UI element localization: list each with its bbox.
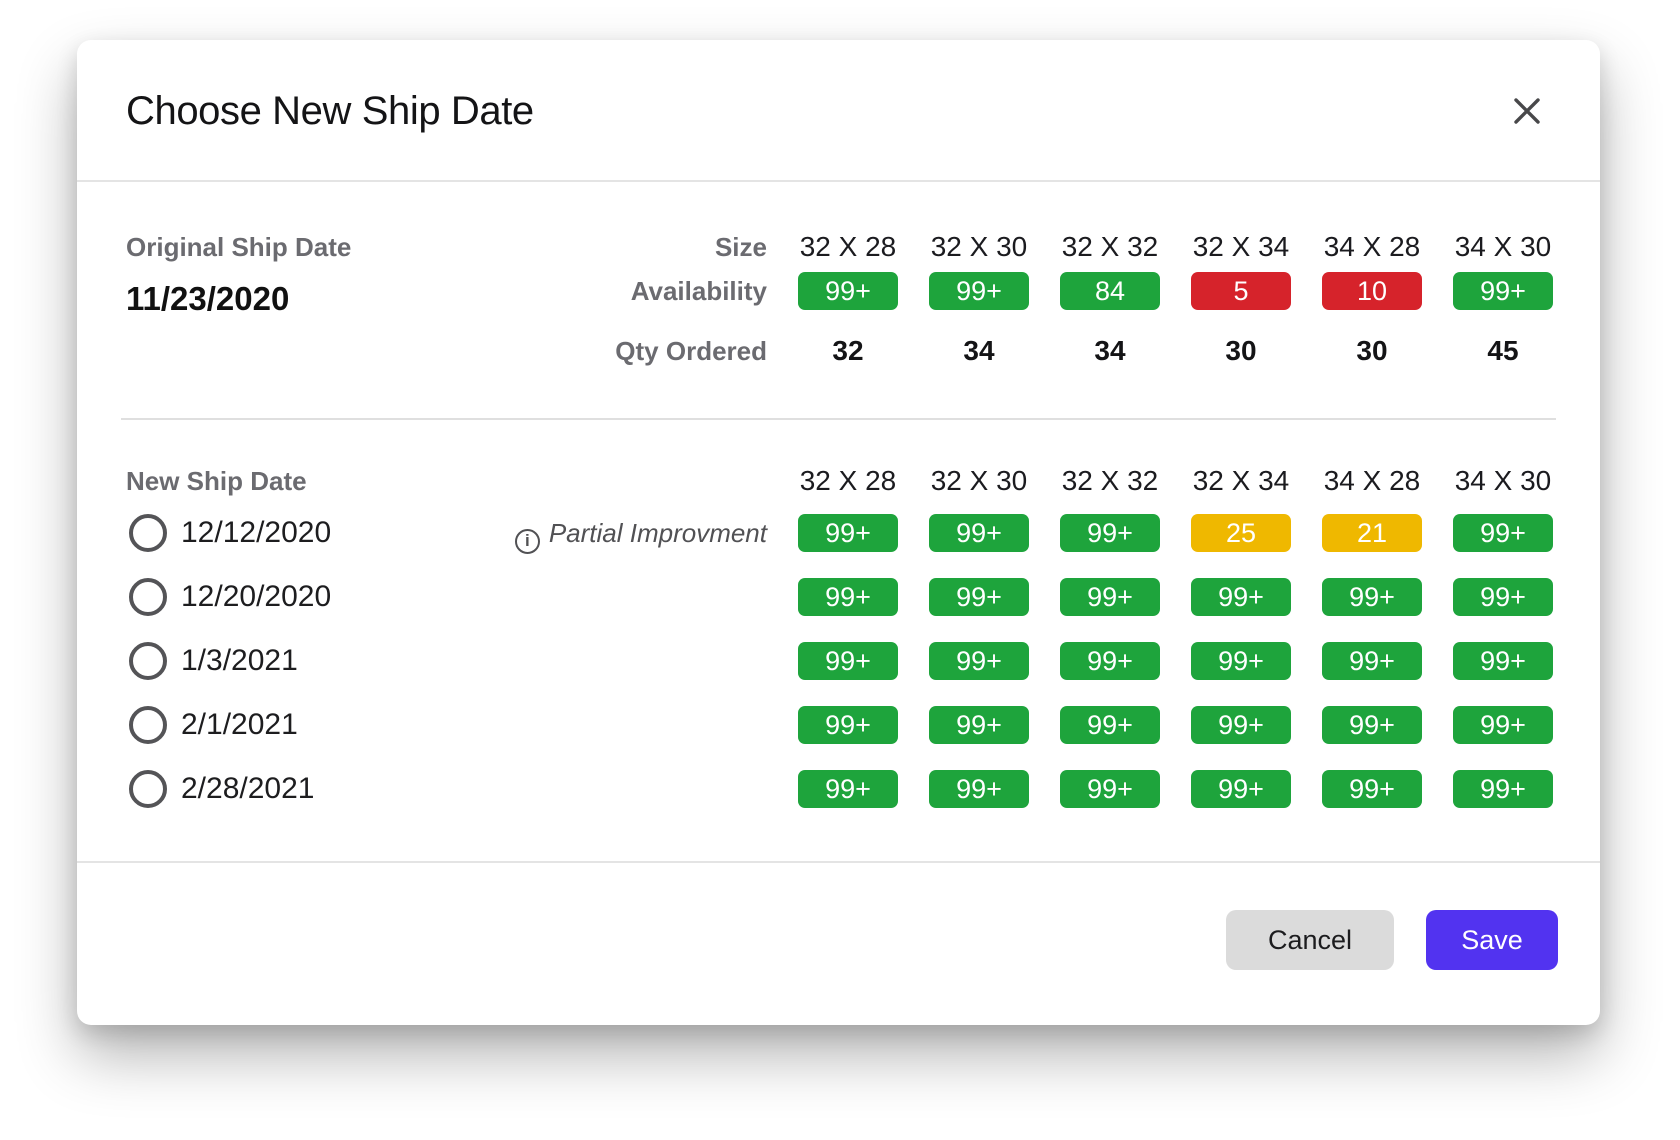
original-size-header-row: 32 X 28 32 X 30 32 X 32 32 X 34 34 X 28 … (798, 231, 1553, 263)
ship-date-option-label[interactable]: 12/12/2020 (181, 516, 332, 549)
qty-ordered-row-label: Qty Ordered (615, 336, 767, 366)
modal-title: Choose New Ship Date (126, 89, 534, 133)
qty-ordered-value: 34 (963, 335, 995, 366)
availability-badge: 99+ (1060, 706, 1160, 744)
availability-badge: 99+ (1453, 770, 1553, 808)
ship-date-option-label[interactable]: 2/28/2021 (181, 772, 315, 805)
availability-badge: 21 (1322, 514, 1422, 552)
qty-ordered-value: 34 (1094, 335, 1126, 366)
save-button[interactable]: Save (1426, 910, 1558, 970)
availability-badge: 99+ (798, 770, 898, 808)
ship-date-option-label[interactable]: 1/3/2021 (181, 644, 298, 677)
size-header: 34 X 30 (1454, 231, 1552, 262)
availability-badge: 5 (1191, 272, 1291, 310)
close-icon (1514, 98, 1540, 124)
availability-badge: 99+ (1322, 706, 1422, 744)
availability-badge: 99+ (929, 578, 1029, 616)
size-row-label: Size (714, 232, 767, 262)
availability-badge: 99+ (798, 514, 898, 552)
availability-badge: 99+ (798, 706, 898, 744)
footer-divider (77, 861, 1600, 863)
availability-badge: 99+ (929, 642, 1029, 680)
new-ship-date-label: New Ship Date (126, 466, 307, 496)
availability-row: 99+ 99+ 99+ 99+ 99+ 99+ (798, 706, 1553, 744)
size-header: 32 X 32 (1061, 465, 1159, 496)
modal-header: Choose New Ship Date (77, 40, 1600, 182)
availability-row-label: Availability (630, 276, 767, 306)
original-ship-date-value: 11/23/2020 (126, 280, 290, 317)
availability-badge: 99+ (1060, 770, 1160, 808)
qty-ordered-value: 30 (1356, 335, 1388, 366)
size-header: 32 X 34 (1192, 465, 1290, 496)
availability-badge: 99+ (1453, 706, 1553, 744)
availability-badge: 99+ (1191, 706, 1291, 744)
qty-ordered-value: 45 (1487, 335, 1519, 366)
availability-badge: 99+ (798, 642, 898, 680)
availability-badge: 99+ (1060, 514, 1160, 552)
ship-date-option-label[interactable]: 2/1/2021 (181, 708, 298, 741)
size-header: 34 X 28 (1323, 231, 1421, 262)
availability-badge: 99+ (798, 578, 898, 616)
size-header: 32 X 34 (1192, 231, 1290, 262)
qty-ordered-value: 32 (832, 335, 864, 366)
availability-badge: 99+ (1322, 578, 1422, 616)
radio-ship-date-option-5[interactable] (129, 770, 167, 808)
availability-badge: 99+ (1322, 770, 1422, 808)
availability-badge: 99+ (929, 514, 1029, 552)
availability-badge: 99+ (798, 272, 898, 310)
size-header: 32 X 30 (930, 465, 1028, 496)
close-button[interactable] (1506, 90, 1548, 132)
cancel-button[interactable]: Cancel (1226, 910, 1394, 970)
original-availability-row: 99+ 99+ 84 5 10 99+ (798, 272, 1553, 310)
radio-ship-date-option-1[interactable] (129, 514, 167, 552)
info-icon[interactable]: i (514, 528, 540, 554)
size-header: 34 X 28 (1323, 465, 1421, 496)
partial-improvement-note: i Partial Improvment (377, 518, 767, 554)
size-header: 32 X 28 (799, 231, 897, 262)
availability-badge: 25 (1191, 514, 1291, 552)
availability-badge: 99+ (1060, 642, 1160, 680)
availability-row: 99+ 99+ 99+ 99+ 99+ 99+ (798, 770, 1553, 808)
availability-badge: 99+ (1191, 770, 1291, 808)
radio-ship-date-option-2[interactable] (129, 578, 167, 616)
availability-badge: 99+ (1453, 642, 1553, 680)
availability-badge: 99+ (1060, 578, 1160, 616)
availability-badge: 99+ (929, 770, 1029, 808)
availability-badge: 99+ (1191, 578, 1291, 616)
radio-ship-date-option-4[interactable] (129, 706, 167, 744)
choose-new-ship-date-modal: Choose New Ship Date Original Ship Date … (77, 40, 1600, 1025)
availability-badge: 99+ (929, 272, 1029, 310)
qty-ordered-value: 30 (1225, 335, 1257, 366)
ship-date-option-label[interactable]: 12/20/2020 (181, 580, 332, 613)
availability-badge: 99+ (1453, 514, 1553, 552)
availability-badge: 99+ (1453, 578, 1553, 616)
size-header: 32 X 32 (1061, 231, 1159, 262)
new-size-header-row: 32 X 28 32 X 30 32 X 32 32 X 34 34 X 28 … (798, 465, 1553, 497)
availability-row: 99+ 99+ 99+ 99+ 99+ 99+ (798, 578, 1553, 616)
availability-badge: 99+ (929, 706, 1029, 744)
size-header: 34 X 30 (1454, 465, 1552, 496)
availability-row: 99+ 99+ 99+ 99+ 99+ 99+ (798, 642, 1553, 680)
availability-badge: 99+ (1453, 272, 1553, 310)
availability-badge: 99+ (1191, 642, 1291, 680)
availability-badge: 84 (1060, 272, 1160, 310)
availability-badge: 99+ (1322, 642, 1422, 680)
availability-row: 99+ 99+ 99+ 25 21 99+ (798, 514, 1553, 552)
size-header: 32 X 28 (799, 465, 897, 496)
partial-improvement-text: Partial Improvment (548, 518, 767, 548)
radio-ship-date-option-3[interactable] (129, 642, 167, 680)
original-ship-date-label: Original Ship Date (126, 232, 352, 262)
section-divider (121, 418, 1556, 420)
availability-badge: 10 (1322, 272, 1422, 310)
size-header: 32 X 30 (930, 231, 1028, 262)
qty-ordered-row: 32 34 34 30 30 45 (798, 335, 1553, 367)
